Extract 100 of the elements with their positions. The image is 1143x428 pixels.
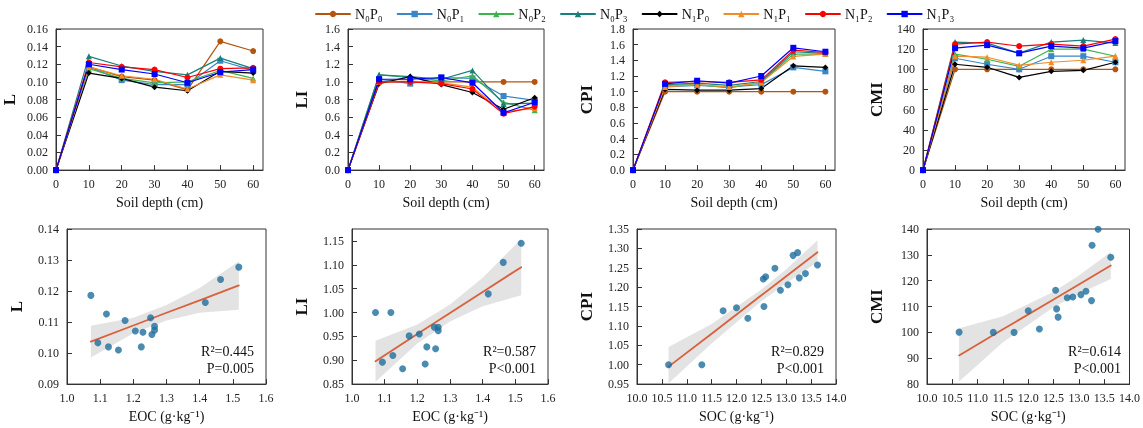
legend-label: N₁P₂ — [844, 6, 873, 22]
y-tick-label: 0.4 — [610, 131, 625, 146]
y-tick-label: 0.6 — [610, 116, 625, 131]
x-tick-label: 10 — [373, 177, 386, 192]
y-tick-label: 130 — [901, 247, 919, 262]
y-axis-title: CPI — [577, 84, 596, 115]
x-tick-label: 13.0 — [775, 391, 797, 406]
y-tick-label: 1.4 — [325, 39, 340, 54]
annotation: P=0.005 — [206, 360, 255, 376]
x-tick-label: 1.1 — [92, 391, 108, 406]
y-tick-label: 1.6 — [610, 37, 625, 52]
x-tick-label: 1.2 — [125, 391, 141, 406]
y-tick-label: 0.04 — [27, 127, 48, 142]
y-tick-label: 1.35 — [608, 222, 629, 236]
y-tick-label: 0.11 — [38, 315, 59, 330]
x-tick-label: 1.4 — [475, 391, 491, 406]
x-tick-label: 13.5 — [800, 391, 822, 406]
x-tick-label: 12.0 — [1017, 391, 1039, 406]
annotation: R²=0.587 — [483, 343, 537, 359]
y-tick-label: 1.10 — [608, 318, 629, 333]
y-tick-label: 0.4 — [325, 127, 340, 142]
x-tick-label: 60 — [819, 177, 832, 192]
y-tick-label: 0.85 — [323, 377, 344, 392]
y-tick-label: 100 — [897, 62, 915, 77]
x-axis-title: SOC (g·kg⁻¹) — [699, 408, 775, 425]
y-tick-label: 0.14 — [27, 39, 48, 54]
y-tick-label: 1.0 — [610, 84, 625, 99]
y-tick-label: 1.15 — [323, 233, 344, 248]
x-tick-label: 30 — [148, 177, 161, 192]
annotation: R²=0.445 — [201, 343, 255, 359]
y-tick-label: 0.6 — [325, 110, 340, 125]
legend-label: N₁P₃ — [926, 6, 955, 22]
x-tick-label: 50 — [214, 177, 227, 192]
y-axis-title: CMI — [867, 81, 886, 118]
y-tick-label: 1.0 — [325, 74, 340, 89]
x-tick-label: 10.5 — [651, 391, 673, 406]
y-axis-title: CMI — [867, 288, 886, 325]
x-tick-label: 10 — [949, 177, 962, 192]
y-tick-label: 1.05 — [323, 281, 344, 296]
y-tick-label: 0.02 — [27, 145, 48, 160]
annotation: P<0.001 — [1073, 360, 1122, 376]
x-tick-label: 14.0 — [1119, 391, 1140, 406]
x-tick-label: 1.2 — [409, 391, 425, 406]
y-tick-label: 1.6 — [325, 22, 340, 36]
y-tick-label: 100 — [901, 325, 919, 340]
y-tick-label: 0.09 — [38, 377, 59, 392]
x-tick-label: 60 — [528, 177, 541, 192]
y-tick-label: 0.0 — [610, 163, 625, 178]
y-tick-label: 1.4 — [610, 53, 625, 68]
y-tick-label: 0.8 — [325, 92, 340, 107]
x-axis-title: EOC (g·kg⁻¹) — [412, 408, 489, 425]
y-tick-label: 0.16 — [27, 22, 48, 36]
x-axis-title: Soil depth (cm) — [115, 194, 204, 211]
legend-label: N₀P₃ — [599, 6, 628, 22]
y-tick-label: 0 — [909, 163, 915, 178]
y-tick-label: 1.8 — [610, 22, 625, 36]
legend-label: N₁P₀ — [681, 6, 710, 22]
x-tick-label: 13.0 — [1068, 391, 1090, 406]
x-tick-label: 40 — [1045, 177, 1058, 192]
x-axis-title: Soil depth (cm) — [980, 194, 1068, 211]
x-tick-label: 50 — [497, 177, 510, 192]
x-tick-label: 13.5 — [1093, 391, 1115, 406]
y-tick-label: 80 — [907, 377, 919, 392]
y-tick-label: 110 — [901, 299, 919, 314]
x-tick-label: 1.6 — [540, 391, 556, 406]
x-tick-label: 50 — [1077, 177, 1090, 192]
y-tick-label: 0.08 — [27, 92, 48, 107]
x-tick-label: 40 — [466, 177, 479, 192]
y-tick-label: 60 — [903, 102, 915, 117]
x-tick-label: 1.4 — [192, 391, 208, 406]
x-tick-label: 1.0 — [344, 391, 360, 406]
y-tick-label: 90 — [907, 351, 919, 366]
x-tick-label: 11.0 — [967, 391, 988, 406]
y-tick-label: 0.12 — [38, 284, 59, 299]
y-tick-label: 20 — [903, 142, 915, 157]
x-tick-label: 40 — [755, 177, 768, 192]
y-tick-label: 0.12 — [27, 57, 48, 72]
y-tick-label: 1.20 — [608, 280, 629, 295]
y-tick-label: 0.8 — [610, 100, 625, 115]
y-tick-label: 1.10 — [323, 257, 344, 272]
x-tick-label: 20 — [115, 177, 128, 192]
y-tick-label: 1.30 — [608, 241, 629, 256]
x-tick-label: 60 — [1109, 177, 1122, 192]
y-tick-label: 1.25 — [608, 260, 629, 275]
x-tick-label: 40 — [181, 177, 194, 192]
y-tick-label: 0.95 — [608, 377, 629, 392]
x-tick-label: 10.5 — [941, 391, 963, 406]
x-tick-label: 12.5 — [750, 391, 772, 406]
y-tick-label: 1.00 — [323, 305, 344, 320]
y-tick-label: 0.2 — [610, 147, 625, 162]
y-axis-title: L — [0, 93, 19, 106]
x-tick-label: 1.6 — [258, 391, 274, 406]
x-tick-label: 11.5 — [992, 391, 1014, 406]
y-tick-label: 0.2 — [325, 145, 340, 160]
x-tick-label: 11.5 — [701, 391, 722, 406]
y-axis-title: LI — [292, 297, 311, 316]
x-tick-label: 1.1 — [377, 391, 393, 406]
y-axis-title: CPI — [577, 291, 596, 322]
annotation: P<0.001 — [488, 360, 537, 376]
y-tick-label: 0.06 — [27, 110, 48, 125]
